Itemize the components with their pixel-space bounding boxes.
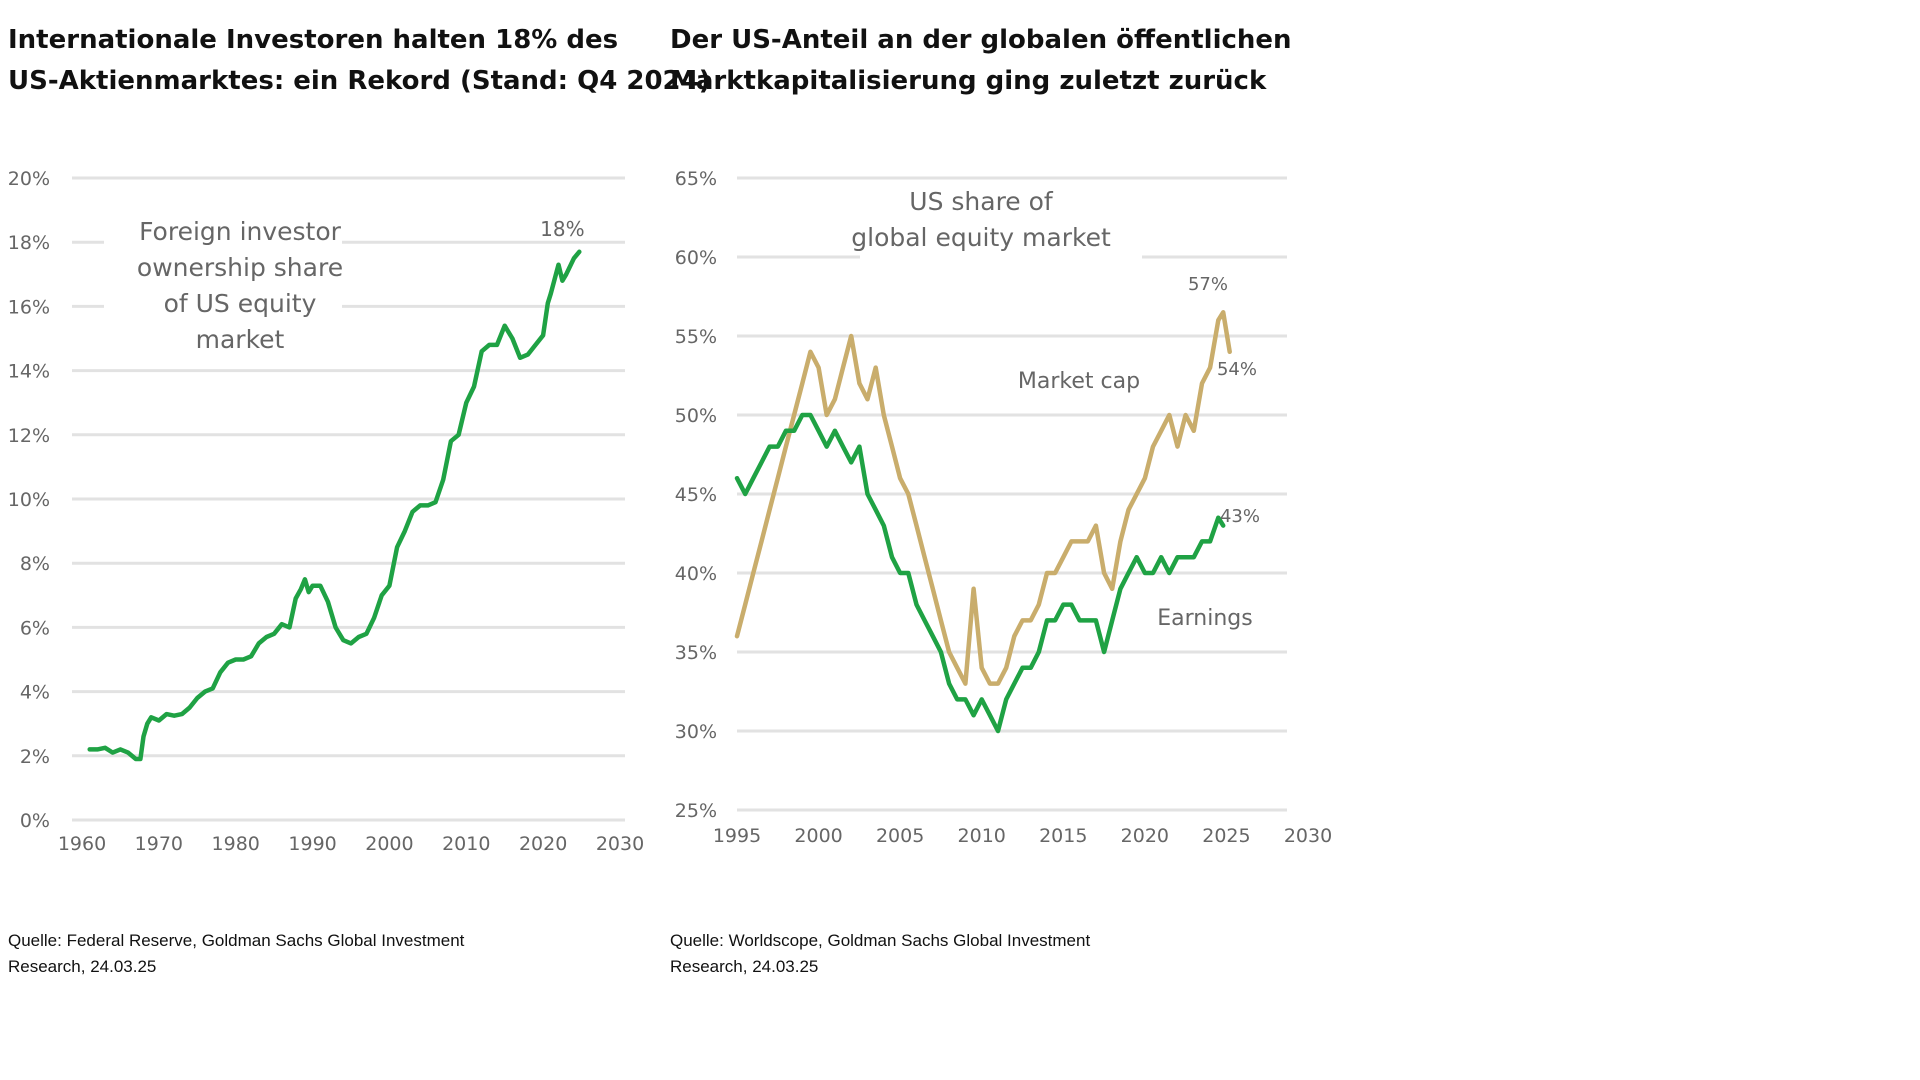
x-tick-label: 2020 bbox=[1121, 825, 1169, 847]
y-tick-label: 18% bbox=[8, 232, 50, 254]
right-title-line2: Marktkapitalisierung ging zuletzt zurück bbox=[670, 66, 1267, 96]
left-title-line2: US-Aktienmarktes: ein Rekord (Stand: Q4 … bbox=[8, 66, 711, 96]
end-labels: 18% bbox=[540, 217, 584, 241]
y-tick-label: 2% bbox=[20, 746, 50, 768]
annotation-block: Foreign investor ownership share of US equ… bbox=[104, 208, 343, 368]
right-source-line1: Quelle: Worldscope, Goldman Sachs Global… bbox=[670, 931, 1091, 950]
y-tick-label: 35% bbox=[675, 642, 717, 664]
series-line-0 bbox=[87, 249, 582, 762]
left-chart-title: Internationale Investoren halten 18% des… bbox=[8, 20, 711, 102]
end-value-label-57: 57% bbox=[1188, 274, 1228, 295]
series-lines bbox=[87, 249, 582, 762]
x-tick-label: 1980 bbox=[212, 833, 260, 855]
annotation-line: market bbox=[196, 325, 285, 354]
end-value-label-54: 54% bbox=[1217, 359, 1257, 380]
x-tick-label: 2030 bbox=[1284, 825, 1332, 847]
annotation-block: US share of global equity market bbox=[851, 180, 1142, 262]
x-tick-label: 2005 bbox=[876, 825, 924, 847]
y-axis-ticks: 0% 2% 4% 6% 8% 10% 12% 14% 16% 18% 20% bbox=[8, 168, 50, 832]
y-tick-label: 50% bbox=[675, 405, 717, 427]
right-source-note: Quelle: Worldscope, Goldman Sachs Global… bbox=[670, 928, 1090, 980]
x-tick-label: 2000 bbox=[794, 825, 842, 847]
series-lines bbox=[734, 310, 1232, 734]
annotation-bg bbox=[104, 208, 342, 368]
x-axis-ticks: 1995 2000 2005 2010 2015 2020 2025 2030 bbox=[713, 825, 1332, 847]
end-value-label: 18% bbox=[540, 217, 584, 241]
y-tick-label: 30% bbox=[675, 721, 717, 743]
x-tick-label: 1970 bbox=[135, 833, 183, 855]
series-label-market-cap: Market cap bbox=[1018, 369, 1140, 394]
annotation-bg bbox=[860, 180, 1142, 262]
left-source-line1: Quelle: Federal Reserve, Goldman Sachs G… bbox=[8, 931, 465, 950]
x-tick-label: 1990 bbox=[288, 833, 336, 855]
y-tick-label: 0% bbox=[20, 810, 50, 832]
x-tick-label: 2000 bbox=[365, 833, 413, 855]
right-chart-title: Der US-Anteil an der globalen öffentlich… bbox=[670, 20, 1292, 102]
y-tick-label: 6% bbox=[20, 617, 50, 639]
series-line-market-cap bbox=[734, 310, 1232, 686]
y-tick-label: 10% bbox=[8, 489, 50, 511]
y-tick-label: 55% bbox=[675, 326, 717, 348]
grid-lines bbox=[737, 176, 1287, 812]
y-tick-label: 8% bbox=[20, 553, 50, 575]
annotation-line: of US equity bbox=[164, 289, 317, 318]
chart-title-line2: global equity market bbox=[851, 223, 1111, 252]
end-labels: Market cap 57% 54% 43% Earnings bbox=[1018, 274, 1260, 631]
y-tick-label: 60% bbox=[675, 247, 717, 269]
y-tick-label: 45% bbox=[675, 484, 717, 506]
series-line-earnings bbox=[734, 412, 1226, 734]
y-tick-label: 14% bbox=[8, 361, 50, 383]
right-source-line2: Research, 24.03.25 bbox=[670, 957, 819, 976]
y-tick-label: 12% bbox=[8, 425, 50, 447]
x-tick-label: 2010 bbox=[958, 825, 1006, 847]
x-tick-label: 2015 bbox=[1039, 825, 1087, 847]
grid-lines bbox=[72, 176, 625, 822]
series-label-earnings: Earnings bbox=[1157, 606, 1252, 631]
left-source-line2: Research, 24.03.25 bbox=[8, 957, 157, 976]
left-source-note: Quelle: Federal Reserve, Goldman Sachs G… bbox=[8, 928, 464, 980]
y-tick-label: 4% bbox=[20, 682, 50, 704]
us-share-global-equity-chart: 25% 30% 35% 40% 45% 50% 55% 60% 65% 1995 2000 2005… bbox=[675, 168, 1332, 847]
y-tick-label: 25% bbox=[675, 800, 717, 822]
y-axis-ticks: 25% 30% 35% 40% 45% 50% 55% 60% 65% bbox=[675, 168, 717, 822]
x-tick-label: 2020 bbox=[519, 833, 567, 855]
end-value-label-43: 43% bbox=[1220, 506, 1260, 527]
x-tick-label: 1960 bbox=[58, 833, 106, 855]
left-title-line1: Internationale Investoren halten 18% des bbox=[8, 25, 619, 55]
x-tick-label: 2010 bbox=[442, 833, 490, 855]
chart-title-line1: US share of bbox=[909, 187, 1054, 216]
right-title-line1: Der US-Anteil an der globalen öffentlich… bbox=[670, 25, 1292, 55]
x-tick-label: 2030 bbox=[596, 833, 644, 855]
x-tick-label: 1995 bbox=[713, 825, 761, 847]
x-axis-ticks: 1960 1970 1980 1990 2000 2010 2020 2030 bbox=[58, 833, 644, 855]
y-tick-label: 16% bbox=[8, 296, 50, 318]
foreign-ownership-chart: 0% 2% 4% 6% 8% 10% 12% 14% 16% 18% 20% 1960 1970 198… bbox=[8, 168, 644, 855]
annotation-line: ownership share bbox=[137, 253, 343, 282]
y-tick-label: 20% bbox=[8, 168, 50, 190]
x-tick-label: 2025 bbox=[1202, 825, 1250, 847]
y-tick-label: 65% bbox=[675, 168, 717, 190]
annotation-line: Foreign investor bbox=[139, 217, 342, 246]
y-tick-label: 40% bbox=[675, 563, 717, 585]
